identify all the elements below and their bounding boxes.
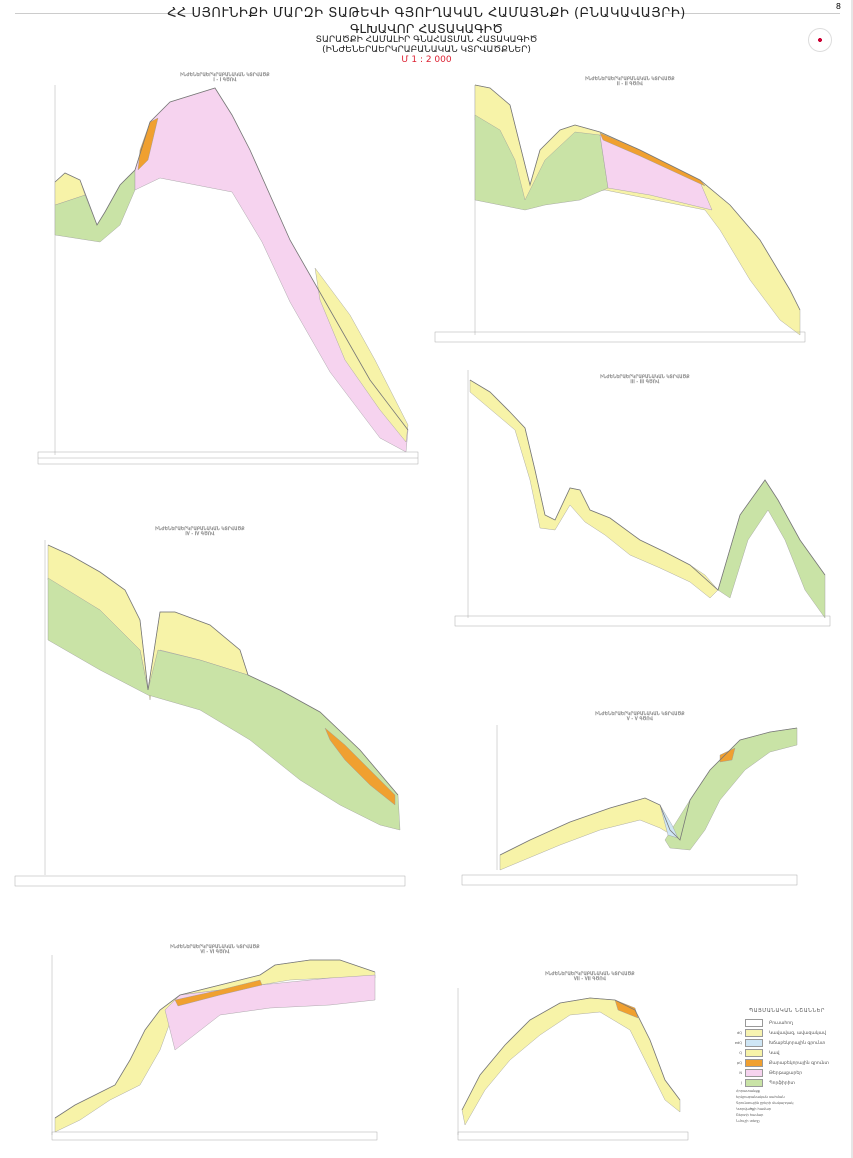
section-7: ԻՆԺԵՆԵՐԱԵՐԿՐԱԲԱՆԱԿԱՆ ԿՏՐՎԱԾՔ VII - VII Գ…: [457, 971, 689, 1141]
legend-item: pQ Քարաբեկորային գրունտ: [737, 1059, 829, 1067]
legend-item: dQ Կավավազ, ավազակավ: [737, 1029, 826, 1037]
layer-clay: [469, 379, 719, 599]
layer-clay: [461, 997, 681, 1126]
profile-table: [434, 331, 806, 343]
layer-clay: [499, 797, 681, 871]
layer-clay: [314, 267, 409, 443]
ground-surface: [474, 84, 801, 311]
profile-table: [14, 875, 406, 887]
section-title: ԻՆԺԵՆԵՐԱԵՐԿՐԱԲԱՆԱԿԱՆ ԿՏՐՎԱԾՔ: [600, 374, 689, 379]
section-line: IV - IV ԳԾՈՎ: [185, 531, 214, 536]
ground-surface: [461, 997, 681, 1111]
section-title: ԻՆԺԵՆԵՐԱԵՐԿՐԱԲԱՆԱԿԱՆ ԿՏՐՎԱԾՔ: [170, 944, 259, 949]
section-line: VI - VI ԳԾՈՎ: [200, 949, 229, 954]
section-5: ԻՆԺԵՆԵՐԱԵՐԿՐԱԲԱՆԱԿԱՆ ԿՏՐՎԱԾՔ V - V ԳԾՈՎ: [461, 711, 798, 886]
section-line: VII - VII ԳԾՈՎ: [574, 976, 606, 981]
profile-table: [457, 1131, 689, 1141]
layer-shale: [134, 87, 409, 453]
page-number: 8: [835, 2, 841, 11]
legend-item: Բուսահող: [728, 1018, 846, 1028]
header-rule-left: [15, 13, 195, 14]
section-title: ԻՆԺԵՆԵՐԱԵՐԿՐԱԲԱՆԱԿԱՆ ԿՏՐՎԱԾՔ: [595, 711, 684, 716]
section-line: III - III ԳԾՈՎ: [631, 379, 660, 384]
layer-debris: [614, 999, 639, 1019]
section-4: ԻՆԺԵՆԵՐԱԵՐԿՐԱԲԱՆԱԿԱՆ ԿՏՐՎԱԾՔ IV - IV ԳԾՈ…: [14, 526, 406, 887]
profile-table: [461, 874, 798, 886]
section-6: ԻՆԺԵՆԵՐԱԵՐԿՐԱԲԱՆԱԿԱՆ ԿՏՐՎԱԾՔ VI - VI ԳԾՈ…: [51, 944, 378, 1141]
section-title: ԻՆԺԵՆԵՐԱԵՐԿՐԱԲԱՆԱԿԱՆ ԿՏՐՎԱԾՔ: [155, 526, 244, 531]
section-3: ԻՆԺԵՆԵՐԱԵՐԿՐԱԲԱՆԱԿԱՆ ԿՏՐՎԱԾՔ III - III Գ…: [454, 370, 831, 627]
section-line: I - I ԳԾՈՎ: [213, 77, 236, 82]
subtitle-line-1: ՏԱՐԱԾՔԻ ՀԱՄԱԼԻՐ ԳՆԱՀԱՏՄԱՆ ՀԱՏԱԿԱԳԻԾ: [315, 35, 538, 45]
scale-label: Մ 1 : 2 000: [401, 55, 452, 65]
section-line: V - V ԳԾՈՎ: [627, 716, 653, 721]
ground-surface: [54, 87, 409, 431]
layer-porphyrite: [717, 479, 826, 619]
layer-debris: [174, 979, 263, 1007]
title-line-1: ՀՀ ՍՅՈՒՆԻՔԻ ՄԱՐԶԻ ՏԱԹԵՎԻ ԳՅՈՒՂԱԿԱՆ ՀԱՄԱՅ…: [167, 6, 686, 21]
legend-item: J Պորֆիրիտ: [740, 1079, 795, 1087]
layer-porphyrite: [664, 727, 798, 851]
ground-surface: [499, 727, 798, 856]
legend: ՊԱՅՄԱՆԱԿԱՆ ՆՇԱՆՆԵՐ Բուսահող dQ Կավավազ, ա…: [728, 1008, 846, 1124]
ground-surface: [47, 544, 399, 796]
legend-item: N Թերթաքարեր: [739, 1069, 803, 1077]
layer-debris: [324, 727, 396, 806]
layer-clay: [474, 84, 801, 336]
section-2: ԻՆԺԵՆԵՐԱԵՐԿՐԱԲԱՆԱԿԱՆ ԿՏՐՎԱԾՔ II - II ԳԾՈ…: [434, 76, 806, 343]
legend-title: ՊԱՅՄԱՆԱԿԱՆ ՆՇԱՆՆԵՐ: [749, 1008, 825, 1014]
subtitle-line-2: (ԻՆԺԵՆԵՐԱԵՐԿՐԱԲԱՆԱԿԱՆ ԿՏՐՎԱԾՔՆԵՐ): [322, 45, 531, 55]
logo-icon: [808, 28, 832, 52]
title-line-2: ԳԼԽԱՎՈՐ ՀԱՏԱԿԱԳԻԾ: [350, 21, 503, 36]
section-title: ԻՆԺԵՆԵՐԱԵՐԿՐԱԲԱՆԱԿԱՆ ԿՏՐՎԱԾՔ: [585, 76, 674, 81]
legend-notes: Հորատանցք Երկրաբանական սահման Գրունտային ջ…: [736, 1089, 794, 1123]
ground-surface: [54, 959, 376, 1119]
layer-shale: [164, 974, 376, 1051]
section-title: ԻՆԺԵՆԵՐԱԵՐԿՐԱԲԱՆԱԿԱՆ ԿՏՐՎԱԾՔ: [545, 971, 634, 976]
layer-porphyrite: [47, 577, 401, 831]
section-title: ԻՆԺԵՆԵՐԱԵՐԿՐԱԲԱՆԱԿԱՆ ԿՏՐՎԱԾՔ: [180, 72, 269, 77]
section-line: II - II ԳԾՈՎ: [617, 81, 643, 86]
ground-surface: [469, 379, 826, 591]
legend-item: Q Կավ: [739, 1049, 780, 1057]
profile-table: [51, 1131, 378, 1141]
header-rule-right: [665, 13, 840, 14]
legend-item: edQ Խճաբեկորային գրունտ: [734, 1039, 826, 1047]
profile-table: [454, 615, 831, 627]
section-1: ԻՆԺԵՆԵՐԱԵՐԿՐԱԲԱՆԱԿԱՆ ԿՏՐՎԱԾՔ I - I ԳԾՈՎ: [37, 72, 419, 465]
